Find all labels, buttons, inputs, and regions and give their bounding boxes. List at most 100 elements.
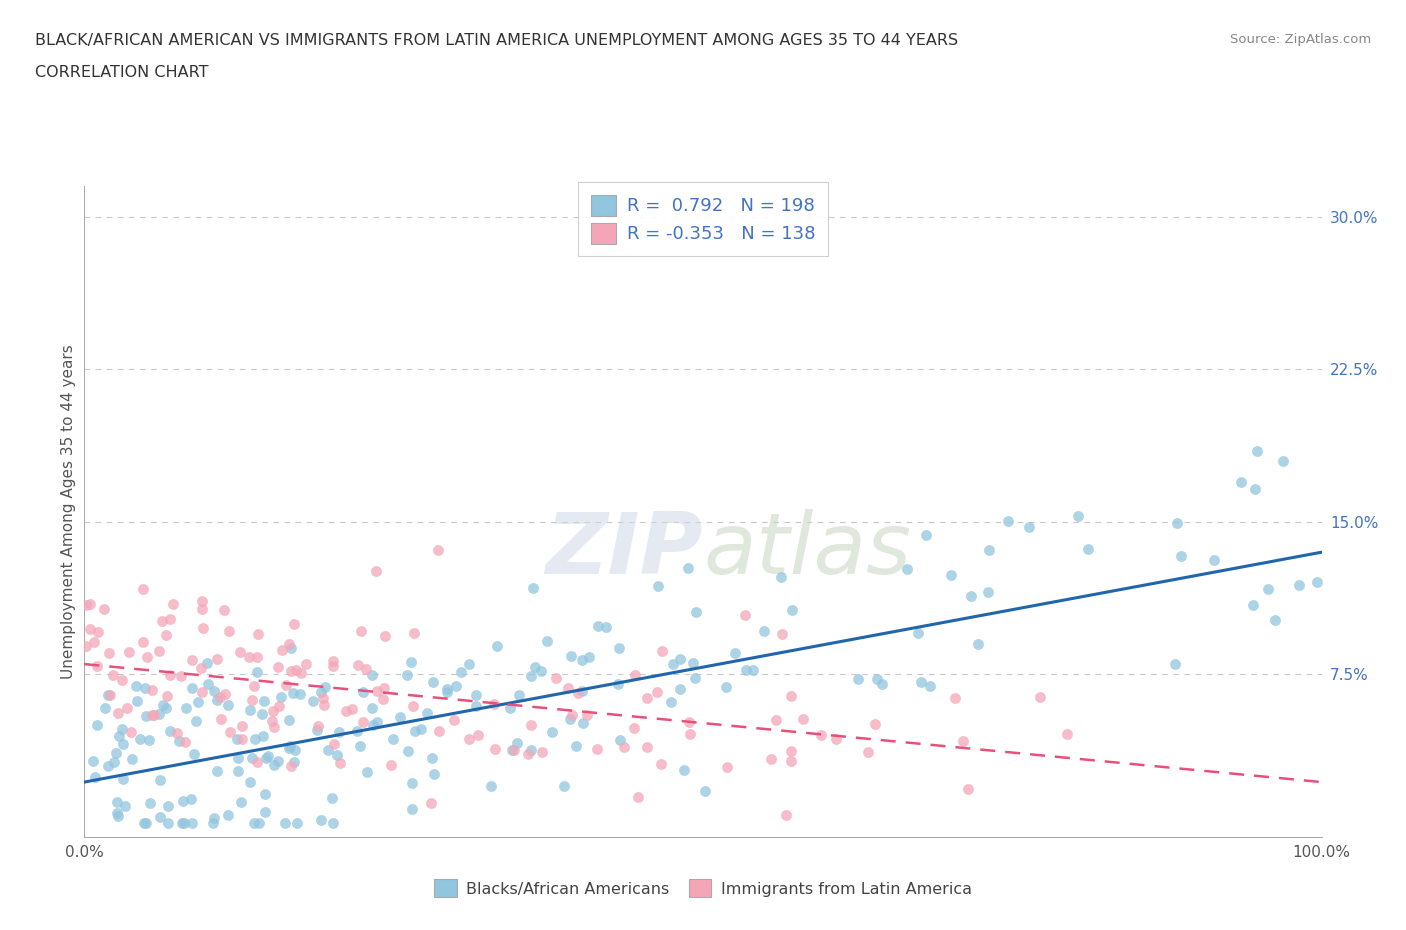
Point xyxy=(856,745,879,760)
Point xyxy=(520,717,543,732)
Point xyxy=(86,658,108,673)
Point xyxy=(458,731,481,746)
Point xyxy=(436,684,458,699)
Point xyxy=(231,731,253,746)
Point xyxy=(402,626,425,641)
Point xyxy=(647,578,669,593)
Point xyxy=(967,636,990,651)
Point xyxy=(1272,454,1295,469)
Point xyxy=(180,653,202,668)
Point xyxy=(97,645,120,660)
Point xyxy=(613,739,636,754)
Point xyxy=(651,644,673,658)
Point xyxy=(247,626,270,641)
Point xyxy=(915,527,938,542)
Point xyxy=(239,703,262,718)
Point xyxy=(274,678,297,693)
Point xyxy=(347,658,370,672)
Point xyxy=(759,751,782,766)
Point xyxy=(285,816,308,830)
Point xyxy=(195,656,218,671)
Point xyxy=(83,635,105,650)
Point xyxy=(247,816,270,830)
Point xyxy=(623,721,645,736)
Text: Source: ZipAtlas.com: Source: ZipAtlas.com xyxy=(1230,33,1371,46)
Point xyxy=(322,654,344,669)
Point xyxy=(246,755,269,770)
Point xyxy=(685,604,707,619)
Point xyxy=(155,700,177,715)
Point xyxy=(374,628,396,643)
Point xyxy=(352,714,374,729)
Point xyxy=(1170,549,1192,564)
Point xyxy=(111,772,134,787)
Point xyxy=(307,719,329,734)
Point xyxy=(301,694,323,709)
Point xyxy=(465,687,488,702)
Point xyxy=(283,755,305,770)
Point xyxy=(284,742,307,757)
Point xyxy=(278,636,301,651)
Point xyxy=(209,711,232,726)
Point xyxy=(225,732,247,747)
Point xyxy=(157,816,180,830)
Point xyxy=(1029,690,1052,705)
Point xyxy=(280,758,302,773)
Point xyxy=(280,739,302,754)
Point xyxy=(114,798,136,813)
Point xyxy=(825,732,848,747)
Point xyxy=(267,754,290,769)
Point xyxy=(1166,516,1188,531)
Point xyxy=(97,688,120,703)
Point xyxy=(321,790,343,805)
Point xyxy=(1018,520,1040,535)
Point xyxy=(278,713,301,728)
Point xyxy=(170,669,193,684)
Point xyxy=(693,784,716,799)
Point xyxy=(668,682,690,697)
Point xyxy=(135,709,157,724)
Point xyxy=(530,744,553,759)
Point xyxy=(354,661,377,676)
Point xyxy=(578,650,600,665)
Point xyxy=(329,756,352,771)
Point xyxy=(229,794,252,809)
Point xyxy=(567,685,589,700)
Point xyxy=(150,614,173,629)
Point xyxy=(1204,552,1226,567)
Point xyxy=(627,790,650,804)
Point xyxy=(560,711,582,726)
Point xyxy=(560,649,582,664)
Point xyxy=(271,643,294,658)
Point xyxy=(218,623,240,638)
Point xyxy=(174,735,197,750)
Point xyxy=(1077,541,1099,556)
Point xyxy=(94,700,117,715)
Point xyxy=(772,627,794,642)
Point xyxy=(723,645,745,660)
Text: BLACK/AFRICAN AMERICAN VS IMMIGRANTS FROM LATIN AMERICA UNEMPLOYMENT AMONG AGES : BLACK/AFRICAN AMERICAN VS IMMIGRANTS FRO… xyxy=(35,33,959,47)
Point xyxy=(672,763,695,777)
Point xyxy=(769,570,792,585)
Point xyxy=(361,717,384,732)
Point xyxy=(409,722,432,737)
Point xyxy=(226,751,249,765)
Point xyxy=(896,561,918,576)
Point xyxy=(141,683,163,698)
Point xyxy=(682,656,704,671)
Point xyxy=(136,650,159,665)
Point xyxy=(536,633,558,648)
Point xyxy=(395,668,418,683)
Point xyxy=(191,620,214,635)
Point xyxy=(422,674,444,689)
Point xyxy=(314,679,336,694)
Point xyxy=(810,727,832,742)
Point xyxy=(278,740,301,755)
Point xyxy=(207,764,229,779)
Point xyxy=(128,732,150,747)
Point xyxy=(180,816,202,830)
Point xyxy=(242,678,264,693)
Point xyxy=(254,751,277,765)
Point xyxy=(910,674,932,689)
Point xyxy=(104,746,127,761)
